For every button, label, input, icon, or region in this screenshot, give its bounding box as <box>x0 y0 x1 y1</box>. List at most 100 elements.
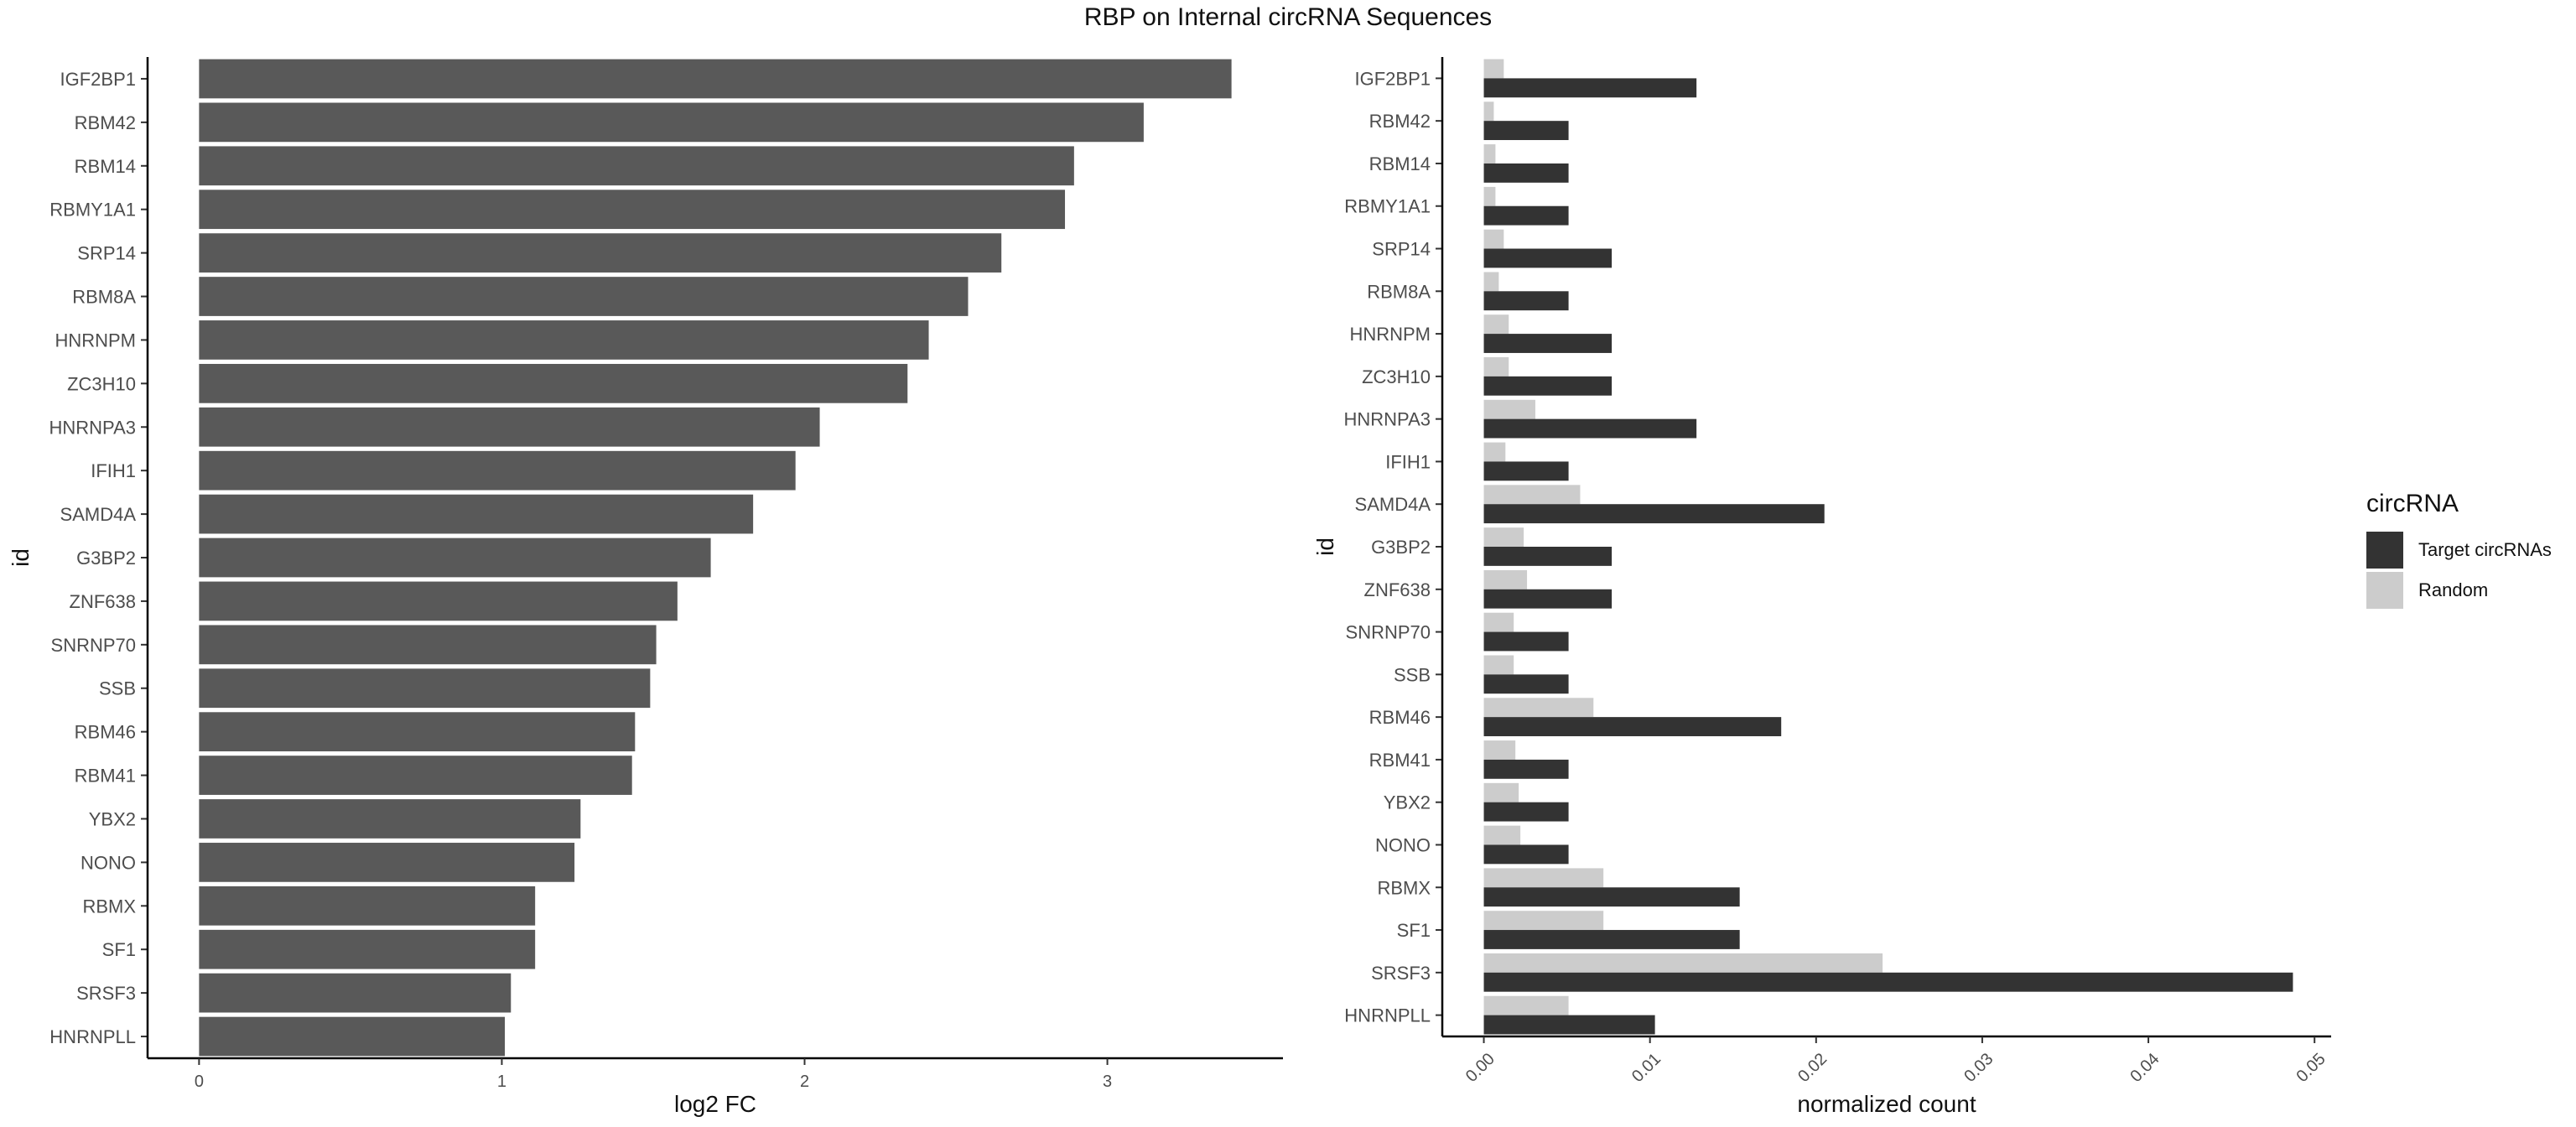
legend-label-random: Random <box>2418 579 2489 600</box>
right-y-axis-title: id <box>1312 538 1338 556</box>
right-bar-random-igf2bp1 <box>1483 59 1504 79</box>
left-bar-rbm42 <box>199 102 1144 143</box>
right-bar-random-g3bp2 <box>1483 527 1524 547</box>
right-ytick-label-rbm41: RBM41 <box>1369 750 1431 771</box>
left-xtick-label-0: 0 <box>195 1072 204 1091</box>
right-ytick-label-ifih1: IFIH1 <box>1385 451 1431 472</box>
left-ytick-label-ifih1: IFIH1 <box>91 460 136 481</box>
right-bar-random-sf1 <box>1483 911 1604 931</box>
right-xtick-label-0-02: 0.02 <box>1794 1050 1831 1086</box>
right-bar-random-nono <box>1483 825 1521 845</box>
left-ytick-label-zc3h10: ZC3H10 <box>67 373 136 394</box>
left-ytick-label-rbmx: RBMX <box>82 896 136 917</box>
right-bar-target-igf2bp1 <box>1483 78 1697 98</box>
left-bar-hnrnpm <box>199 320 929 360</box>
log2fc-bar-chart: IGF2BP1 RBM42 RBM14 RBMY1A1 SRP14 RBM8A HNRNPM… <box>8 57 1283 1117</box>
left-ytick-label-znf638: ZNF638 <box>70 591 136 612</box>
right-bar-random-hnrnpm <box>1483 314 1509 335</box>
left-bar-srsf3 <box>199 973 512 1013</box>
right-ytick-label-rbmy1a1: RBMY1A1 <box>1344 196 1431 217</box>
right-bar-target-rbmx <box>1483 887 1740 907</box>
right-ytick-label-samd4a: SAMD4A <box>1355 494 1431 515</box>
left-bar-zc3h10 <box>199 363 908 403</box>
right-ytick-label-hnrnpa3: HNRNPA3 <box>1343 409 1431 430</box>
right-ytick-label-hnrnpll: HNRNPLL <box>1344 1005 1431 1026</box>
right-bar-target-snrnp70 <box>1483 631 1569 652</box>
right-ytick-label-ssb: SSB <box>1394 664 1431 685</box>
right-bar-random-rbm14 <box>1483 144 1496 164</box>
right-ytick-label-ybx2: YBX2 <box>1384 792 1431 813</box>
right-ytick-label-nono: NONO <box>1375 834 1431 855</box>
left-bar-znf638 <box>199 581 678 621</box>
legend: circRNA Target circRNAs Random <box>2366 490 2552 610</box>
figure-title: RBP on Internal circRNA Sequences <box>1083 3 1493 31</box>
right-bar-target-ifih1 <box>1483 461 1569 481</box>
legend-item-random: Random <box>2366 570 2552 610</box>
right-ytick-label-zc3h10: ZC3H10 <box>1362 366 1431 387</box>
left-ytick-label-hnrnpa3: HNRNPA3 <box>49 417 136 438</box>
right-bar-random-snrnp70 <box>1483 612 1514 632</box>
left-ytick-label-g3bp2: G3BP2 <box>76 548 136 569</box>
left-ytick-label-ybx2: YBX2 <box>89 808 136 829</box>
left-bar-srp14 <box>199 233 1002 273</box>
left-ytick-label-nono: NONO <box>80 852 136 873</box>
left-bar-hnrnpll <box>199 1016 506 1057</box>
left-bar-samd4a <box>199 494 754 534</box>
right-bar-random-rbm8a <box>1483 272 1499 292</box>
normalized-count-bar-chart: IGF2BP1 RBM42 RBM14 RBMY1A1 SRP14 RBM8A HNRNPM… <box>1312 57 2331 1117</box>
left-ytick-label-igf2bp1: IGF2BP1 <box>60 69 136 90</box>
left-xtick-label-3: 3 <box>1103 1072 1112 1091</box>
left-ytick-label-hnrnpm: HNRNPM <box>55 330 136 351</box>
left-ytick-label-srsf3: SRSF3 <box>76 983 136 1004</box>
left-ytick-label-rbmy1a1: RBMY1A1 <box>49 200 136 221</box>
left-x-axis-title: log2 FC <box>674 1091 756 1117</box>
right-ytick-label-igf2bp1: IGF2BP1 <box>1355 68 1431 89</box>
right-bar-random-hnrnpa3 <box>1483 399 1535 419</box>
right-ytick-label-rbm14: RBM14 <box>1369 153 1431 174</box>
left-bar-nono <box>199 843 575 882</box>
right-bar-target-ssb <box>1483 674 1569 694</box>
left-bar-ifih1 <box>199 450 796 491</box>
right-ytick-label-srp14: SRP14 <box>1372 239 1431 260</box>
right-ytick-label-rbmx: RBMX <box>1377 877 1431 898</box>
left-bar-snrnp70 <box>199 625 657 665</box>
left-ytick-label-hnrnpll: HNRNPLL <box>49 1026 136 1047</box>
right-bar-target-hnrnpm <box>1483 334 1613 353</box>
right-bar-random-ssb <box>1483 655 1514 675</box>
right-bar-target-srsf3 <box>1483 972 2293 992</box>
right-x-axis-title: normalized count <box>1797 1091 1976 1117</box>
right-bar-random-hnrnpll <box>1483 995 1569 1015</box>
right-bar-target-ybx2 <box>1483 802 1569 822</box>
right-ytick-label-g3bp2: G3BP2 <box>1371 537 1431 558</box>
left-ytick-label-rbm42: RBM42 <box>75 112 136 133</box>
right-bar-target-hnrnpll <box>1483 1015 1655 1035</box>
right-bar-random-rbm46 <box>1483 698 1594 718</box>
right-bar-random-znf638 <box>1483 569 1528 589</box>
right-bar-random-ybx2 <box>1483 782 1519 802</box>
left-ytick-label-srp14: SRP14 <box>77 243 136 264</box>
legend-label-target: Target circRNAs <box>2418 539 2552 560</box>
left-bar-g3bp2 <box>199 538 711 578</box>
legend-item-target: Target circRNAs <box>2366 530 2552 570</box>
left-bar-rbm41 <box>199 756 632 795</box>
right-bar-target-hnrnpa3 <box>1483 418 1697 439</box>
legend-key-target <box>2366 532 2403 569</box>
left-ytick-label-snrnp70: SNRNP70 <box>51 635 136 656</box>
right-bar-target-samd4a <box>1483 504 1825 524</box>
right-bar-target-g3bp2 <box>1483 547 1613 566</box>
right-xtick-label-0-00: 0.00 <box>1462 1050 1498 1086</box>
right-bar-target-rbm42 <box>1483 121 1569 141</box>
right-bar-random-rbm42 <box>1483 101 1494 122</box>
left-ytick-label-sf1: SF1 <box>102 939 136 960</box>
right-bar-target-srp14 <box>1483 248 1613 268</box>
legend-title: circRNA <box>2366 490 2459 517</box>
right-ytick-label-srsf3: SRSF3 <box>1371 963 1431 984</box>
left-y-axis-title: id <box>8 548 34 567</box>
right-bar-target-zc3h10 <box>1483 376 1613 396</box>
left-bar-rbmx <box>199 886 536 926</box>
right-xtick-label-0-04: 0.04 <box>2127 1050 2163 1086</box>
right-ytick-label-hnrnpm: HNRNPM <box>1349 324 1431 345</box>
right-bar-target-znf638 <box>1483 589 1613 609</box>
left-bar-ybx2 <box>199 799 581 839</box>
